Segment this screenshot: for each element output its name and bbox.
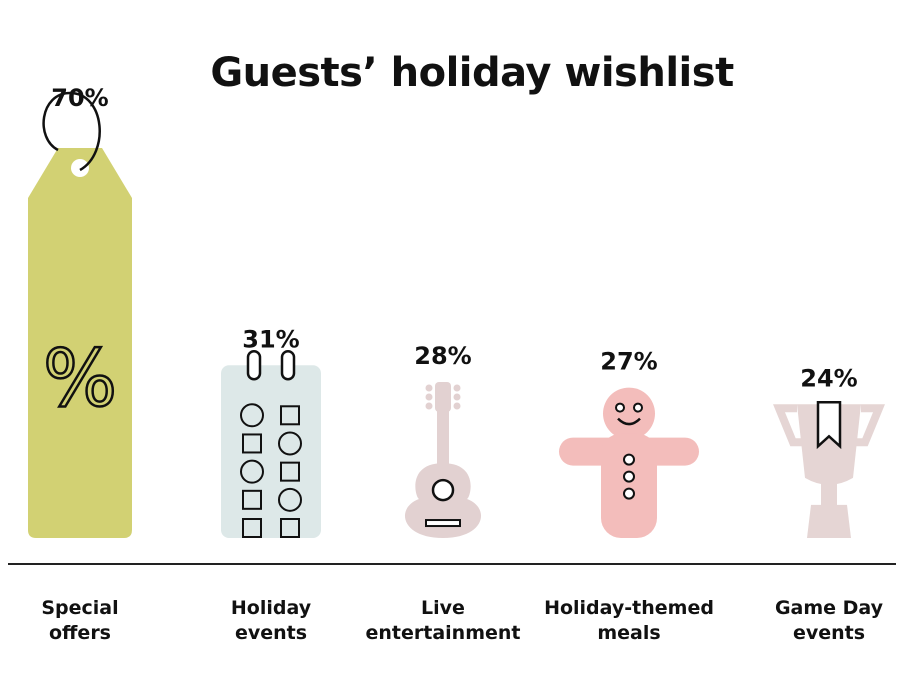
guitar-head — [435, 382, 451, 412]
bar-mark — [773, 401, 885, 538]
calendar-motif — [240, 403, 264, 428]
trophy-base — [807, 504, 851, 538]
trophy-icon — [773, 401, 885, 538]
calendar-checkbox — [280, 405, 300, 426]
tag-string — [42, 91, 101, 172]
guitar-icon — [404, 382, 482, 538]
calendar-motif — [278, 431, 302, 456]
trophy-handle — [773, 404, 803, 447]
guitar-peg — [425, 393, 433, 401]
value-label: 24% — [800, 364, 857, 392]
tag-body — [28, 148, 132, 538]
gingerbread-man-icon — [559, 387, 699, 538]
value-label: 70% — [51, 84, 108, 112]
gingerbread-button — [623, 453, 635, 466]
guitar-peg — [425, 384, 433, 392]
category-label: events — [793, 622, 865, 644]
percent-glyph: % — [43, 334, 117, 424]
category-label: Holiday-themed — [544, 597, 714, 619]
value-label: 28% — [414, 342, 471, 370]
category-label: Live — [421, 597, 465, 619]
calendar-motif — [278, 487, 302, 512]
gingerbread-button — [623, 487, 635, 500]
calendar-checkbox — [242, 489, 262, 510]
guitar-peg — [453, 393, 461, 401]
calendar-checkbox — [280, 518, 300, 538]
calendar-checklist-icon — [221, 350, 321, 538]
gingerbread-smile — [617, 417, 641, 426]
gingerbread-head — [603, 387, 655, 440]
guitar-neck — [437, 410, 449, 472]
bar-mark — [221, 350, 321, 538]
calendar-motif — [240, 459, 264, 484]
category-label: meals — [597, 622, 660, 644]
gingerbread-eye — [633, 402, 643, 413]
bar-mark — [404, 382, 482, 538]
value-label: 27% — [600, 348, 657, 376]
calendar-checkbox — [242, 433, 262, 454]
guitar-peg — [425, 402, 433, 410]
calendar-checkbox — [242, 518, 262, 538]
category-label: Special — [41, 597, 118, 619]
chart-title: Guests’ holiday wishlist — [210, 50, 734, 96]
gingerbread-eye — [615, 402, 625, 413]
bar-mark: % — [28, 91, 132, 538]
calendar-checkbox — [280, 461, 300, 482]
category-label: entertainment — [366, 622, 521, 644]
calendar-body — [221, 365, 321, 538]
guitar-peg — [453, 402, 461, 410]
trophy-cup — [797, 404, 861, 485]
guitar-bridge — [425, 519, 461, 528]
category-label: events — [235, 622, 307, 644]
category-label: offers — [49, 622, 111, 644]
trophy-handle — [855, 404, 885, 447]
value-label: 31% — [242, 325, 299, 353]
calendar-ring — [280, 350, 296, 381]
bar-mark — [559, 387, 699, 538]
category-label: Game Day — [775, 597, 884, 619]
gingerbread-body — [601, 433, 657, 538]
guitar-peg — [453, 384, 461, 392]
price-tag-icon: % — [28, 91, 132, 538]
category-label: Holiday — [231, 597, 312, 619]
tag-hole — [71, 159, 89, 177]
trophy-ribbon — [816, 401, 842, 450]
gingerbread-button — [623, 470, 635, 483]
calendar-ring — [246, 350, 262, 381]
trophy-stem — [821, 477, 837, 508]
guitar-soundhole — [431, 478, 455, 502]
